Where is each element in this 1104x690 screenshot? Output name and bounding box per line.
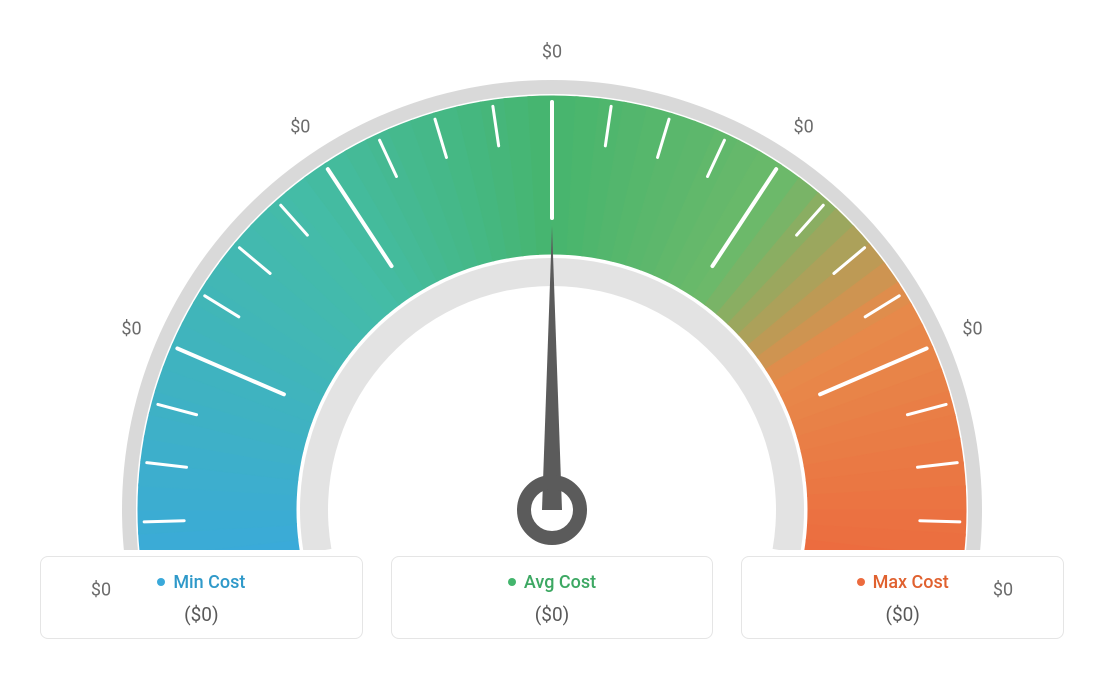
legend-dot-max bbox=[857, 578, 865, 586]
legend-value-avg: ($0) bbox=[402, 603, 703, 626]
legend-card-max: Max Cost ($0) bbox=[741, 556, 1064, 639]
legend-dot-min bbox=[157, 578, 165, 586]
gauge-svg bbox=[40, 10, 1064, 550]
legend-value-min: ($0) bbox=[51, 603, 352, 626]
legend-card-min: Min Cost ($0) bbox=[40, 556, 363, 639]
gauge-tick-label: $0 bbox=[962, 318, 982, 339]
gauge-chart-container: $0 $0 $0 $0 $0 $0 $0 Min Cost ($0) Avg Cost ($… bbox=[0, 0, 1104, 690]
legend-label-max: Max Cost bbox=[873, 572, 949, 593]
legend-title-min: Min Cost bbox=[157, 572, 245, 593]
legend-label-min: Min Cost bbox=[173, 572, 245, 593]
legend-label-avg: Avg Cost bbox=[524, 572, 596, 593]
legend-card-avg: Avg Cost ($0) bbox=[391, 556, 714, 639]
gauge-tick-label: $0 bbox=[290, 117, 310, 138]
gauge-area: $0$0$0$0$0$0$0 bbox=[40, 10, 1064, 550]
gauge-tick-label: $0 bbox=[121, 318, 141, 339]
legend-value-max: ($0) bbox=[752, 603, 1053, 626]
legend-title-max: Max Cost bbox=[857, 572, 949, 593]
gauge-tick-label: $0 bbox=[91, 579, 111, 600]
legend-title-avg: Avg Cost bbox=[508, 572, 596, 593]
legend-dot-avg bbox=[508, 578, 516, 586]
gauge-tick-label: $0 bbox=[993, 579, 1013, 600]
gauge-tick-label: $0 bbox=[794, 117, 814, 138]
gauge-tick-label: $0 bbox=[542, 42, 562, 63]
legend-row: Min Cost ($0) Avg Cost ($0) Max Cost ($0… bbox=[40, 556, 1064, 639]
